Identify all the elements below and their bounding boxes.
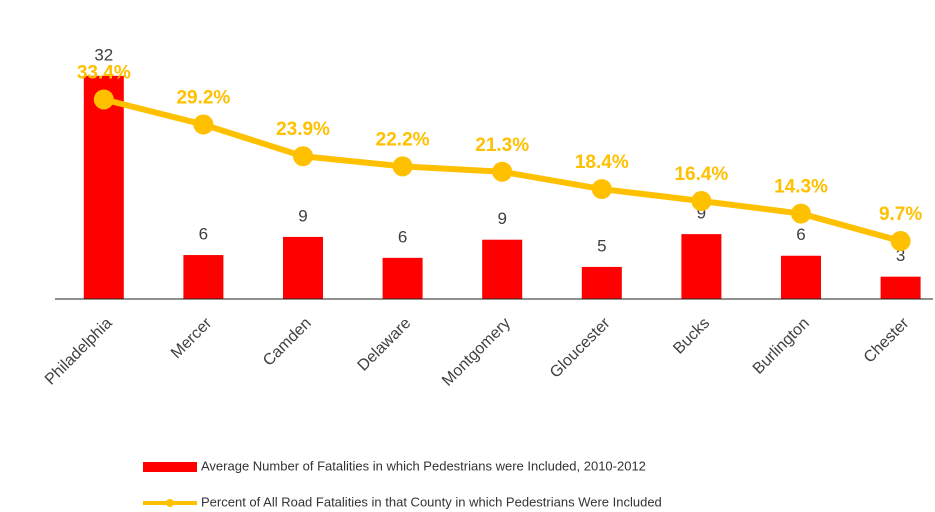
bar	[681, 234, 722, 299]
bar	[283, 236, 323, 299]
line-marker	[193, 114, 214, 135]
x-tick-label: Mercer	[168, 314, 216, 362]
x-tick-label: Philadelphia	[42, 315, 116, 389]
bar	[183, 255, 224, 299]
bar	[382, 257, 423, 299]
bar	[880, 276, 921, 299]
legend-label: Percent of All Road Fatalities in that C…	[201, 494, 662, 509]
bar	[83, 75, 124, 299]
line-value-label: 9.7%	[879, 204, 922, 225]
bar-value-label: 6	[796, 225, 805, 244]
x-tick-label: Gloucester	[547, 314, 614, 381]
x-tick-label: Delaware	[355, 315, 415, 375]
line-value-label: 21.3%	[475, 135, 529, 156]
line-marker	[392, 156, 413, 177]
line-marker	[293, 146, 313, 167]
bar-value-label: 9	[697, 204, 706, 223]
line-value-label: 14.3%	[774, 177, 828, 198]
x-tick-label: Montgomery	[439, 315, 514, 390]
line-marker	[93, 89, 114, 110]
line-value-label: 16.4%	[674, 164, 728, 185]
line-marker	[591, 179, 612, 200]
x-tick-label: Burlington	[750, 315, 813, 378]
x-tick-label: Bucks	[670, 315, 713, 358]
bar-value-label: 3	[896, 246, 905, 265]
line-marker	[890, 231, 911, 252]
bar	[781, 255, 821, 299]
x-tick-label: Camden	[260, 315, 315, 370]
legend-swatch	[143, 462, 197, 472]
line-marker	[492, 161, 513, 182]
line-marker	[791, 203, 811, 224]
bar-value-label: 9	[298, 206, 307, 225]
legend-label: Average Number of Fatalities in which Pe…	[201, 458, 646, 473]
line-value-label: 18.4%	[575, 152, 629, 173]
line-marker	[691, 191, 712, 212]
line-value-label: 29.2%	[176, 88, 230, 109]
bar-value-label: 9	[497, 209, 506, 228]
line-value-label: 22.2%	[376, 129, 430, 150]
line-value-label: 33.4%	[77, 62, 131, 83]
bar-value-label: 32	[94, 45, 113, 64]
bar	[581, 266, 622, 299]
legend-swatch-marker	[166, 499, 174, 507]
bar-value-label: 6	[398, 227, 407, 246]
line-value-label: 23.9%	[276, 119, 330, 140]
x-tick-label: Chester	[861, 314, 913, 366]
bar-value-label: 5	[597, 236, 606, 255]
bar	[482, 239, 523, 299]
bar-value-label: 6	[199, 225, 208, 244]
